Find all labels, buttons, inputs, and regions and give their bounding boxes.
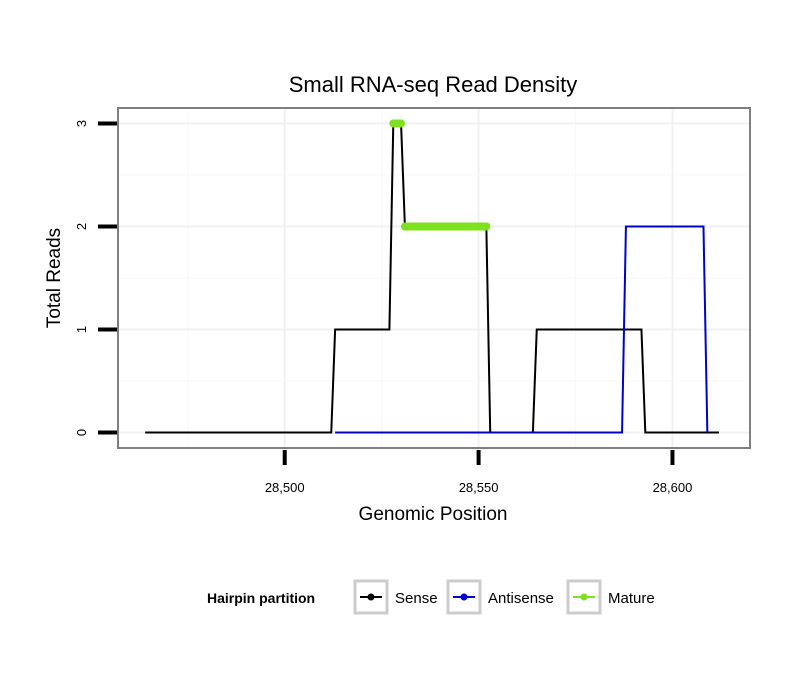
plot-panel-border — [117, 107, 751, 449]
y-tick-label: 0 — [74, 429, 89, 436]
antisense-line — [335, 225, 709, 434]
legend-key-dot — [460, 593, 468, 601]
y-axis-title: Total Reads — [44, 228, 65, 328]
legend-title: Hairpin partition — [207, 590, 315, 606]
y-tick-label: 3 — [74, 120, 89, 127]
x-tick-label: 28,600 — [653, 480, 693, 495]
series-layer — [145, 119, 719, 434]
legend: Hairpin partition Sense Antisense Mature — [207, 579, 655, 615]
y-tick-label: 1 — [74, 326, 89, 333]
legend-key-dot — [367, 593, 375, 601]
x-axis-title: Genomic Position — [359, 504, 508, 525]
legend-label: Mature — [608, 590, 655, 607]
y-tick-label: 2 — [74, 223, 89, 230]
legend-key-dot — [580, 593, 588, 601]
legend-label: Antisense — [488, 590, 554, 607]
chart-title: Small RNA-seq Read Density — [289, 72, 578, 97]
legend-item-sense: Sense — [353, 579, 438, 615]
x-tick-label: 28,550 — [459, 480, 499, 495]
legend-item-antisense: Antisense — [446, 579, 554, 615]
legend-item-mature: Mature — [566, 579, 655, 615]
legend-label: Sense — [395, 590, 438, 607]
axis-ticks: 28,500 28,550 28,600 0 1 2 3 — [74, 120, 692, 495]
grid-layer — [118, 108, 750, 448]
x-tick-label: 28,500 — [265, 480, 305, 495]
